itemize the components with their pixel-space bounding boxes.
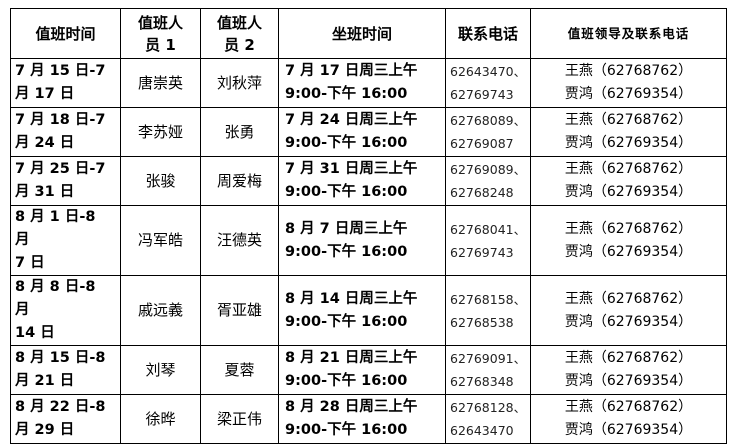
phone-cell: 62643470、 62769743 [445,58,531,108]
duty-period-cell: 8 月 15 日-8 月 21 日 [10,345,121,395]
duty-period-cell: 8 月 1 日-8 月 7 日 [10,205,121,276]
duty-schedule-table: 值班时间 值班人 员 1 值班人 员 2 坐班时间 联系电话 值班领导及联系电话… [10,8,727,444]
staff-2-cell: 夏蓉 [200,345,279,395]
phone-cell: 62768128、 62643470 [445,394,531,444]
duty-period-cell: 7 月 25 日-7 月 31 日 [10,156,121,206]
header-leaders: 值班领导及联系电话 [530,8,727,59]
staff-1-cell: 刘琴 [120,345,201,395]
leaders-cell: 王燕（62768762） 贾鸿（62769354） [530,394,727,444]
staff-2-cell: 周爱梅 [200,156,279,206]
office-time-cell: 8 月 14 日周三上午 9:00-下午 16:00 [278,275,446,346]
leaders-cell: 王燕（62768762） 贾鸿（62769354） [530,58,727,108]
leaders-cell: 王燕（62768762） 贾鸿（62769354） [530,345,727,395]
leaders-cell: 王燕（62768762） 贾鸿（62769354） [530,275,727,346]
staff-1-cell: 戚远義 [120,275,201,346]
header-staff-2: 值班人 员 2 [200,8,279,59]
header-duty-period: 值班时间 [10,8,121,59]
leaders-cell: 王燕（62768762） 贾鸿（62769354） [530,156,727,206]
staff-1-cell: 李苏娅 [120,107,201,157]
staff-2-cell: 张勇 [200,107,279,157]
staff-2-cell: 梁正伟 [200,394,279,444]
staff-1-cell: 冯军皓 [120,205,201,276]
staff-1-cell: 唐崇英 [120,58,201,108]
office-time-cell: 7 月 31 日周三上午 9:00-下午 16:00 [278,156,446,206]
staff-2-cell: 胥亚雄 [200,275,279,346]
office-time-cell: 7 月 24 日周三上午 9:00-下午 16:00 [278,107,446,157]
staff-2-cell: 刘秋萍 [200,58,279,108]
phone-cell: 62768158、 62768538 [445,275,531,346]
phone-cell: 62768089、 62769087 [445,107,531,157]
table-row: 8 月 8 日-8 月 14 日戚远義 胥亚雄 8 月 14 日周三上午 9:00-… [10,275,727,346]
phone-cell: 62769091、 62768348 [445,345,531,395]
table-row: 7 月 18 日-7 月 24 日李苏娅 张勇 7 月 24 日周三上午 9:00-… [10,107,727,157]
office-time-cell: 8 月 28 日周三上午 9:00-下午 16:00 [278,394,446,444]
duty-period-cell: 7 月 15 日-7 月 17 日 [10,58,121,108]
phone-cell: 62769089、 62768248 [445,156,531,206]
duty-period-cell: 7 月 18 日-7 月 24 日 [10,107,121,157]
table-row: 8 月 15 日-8 月 21 日刘琴 夏蓉 8 月 21 日周三上午 9:00-下… [10,345,727,395]
header-staff-1: 值班人 员 1 [120,8,201,59]
phone-cell: 62768041、 62769743 [445,205,531,276]
header-row: 值班时间 值班人 员 1 值班人 员 2 坐班时间 联系电话 值班领导及联系电话 [10,8,727,59]
header-phone: 联系电话 [445,8,531,59]
office-time-cell: 8 月 7 日周三上午 9:00-下午 16:00 [278,205,446,276]
header-office-time: 坐班时间 [278,8,446,59]
staff-2-cell: 汪德英 [200,205,279,276]
office-time-cell: 8 月 21 日周三上午 9:00-下午 16:00 [278,345,446,395]
duty-period-cell: 8 月 22 日-8 月 29 日 [10,394,121,444]
table-row: 8 月 22 日-8 月 29 日徐晔 梁正伟 8 月 28 日周三上午 9:00-… [10,394,727,444]
table-row: 7 月 15 日-7 月 17 日唐崇英 刘秋萍 7 月 17 日周三上午 9:00… [10,58,727,108]
duty-period-cell: 8 月 8 日-8 月 14 日 [10,275,121,346]
leaders-cell: 王燕（62768762） 贾鸿（62769354） [530,205,727,276]
table-row: 8 月 1 日-8 月 7 日冯军皓 汪德英 8 月 7 日周三上午 9:00-下午… [10,205,727,276]
office-time-cell: 7 月 17 日周三上午 9:00-下午 16:00 [278,58,446,108]
staff-1-cell: 徐晔 [120,394,201,444]
table-row: 7 月 25 日-7 月 31 日张骏 周爱梅 7 月 31 日周三上午 9:00-… [10,156,727,206]
staff-1-cell: 张骏 [120,156,201,206]
leaders-cell: 王燕（62768762） 贾鸿（62769354） [530,107,727,157]
